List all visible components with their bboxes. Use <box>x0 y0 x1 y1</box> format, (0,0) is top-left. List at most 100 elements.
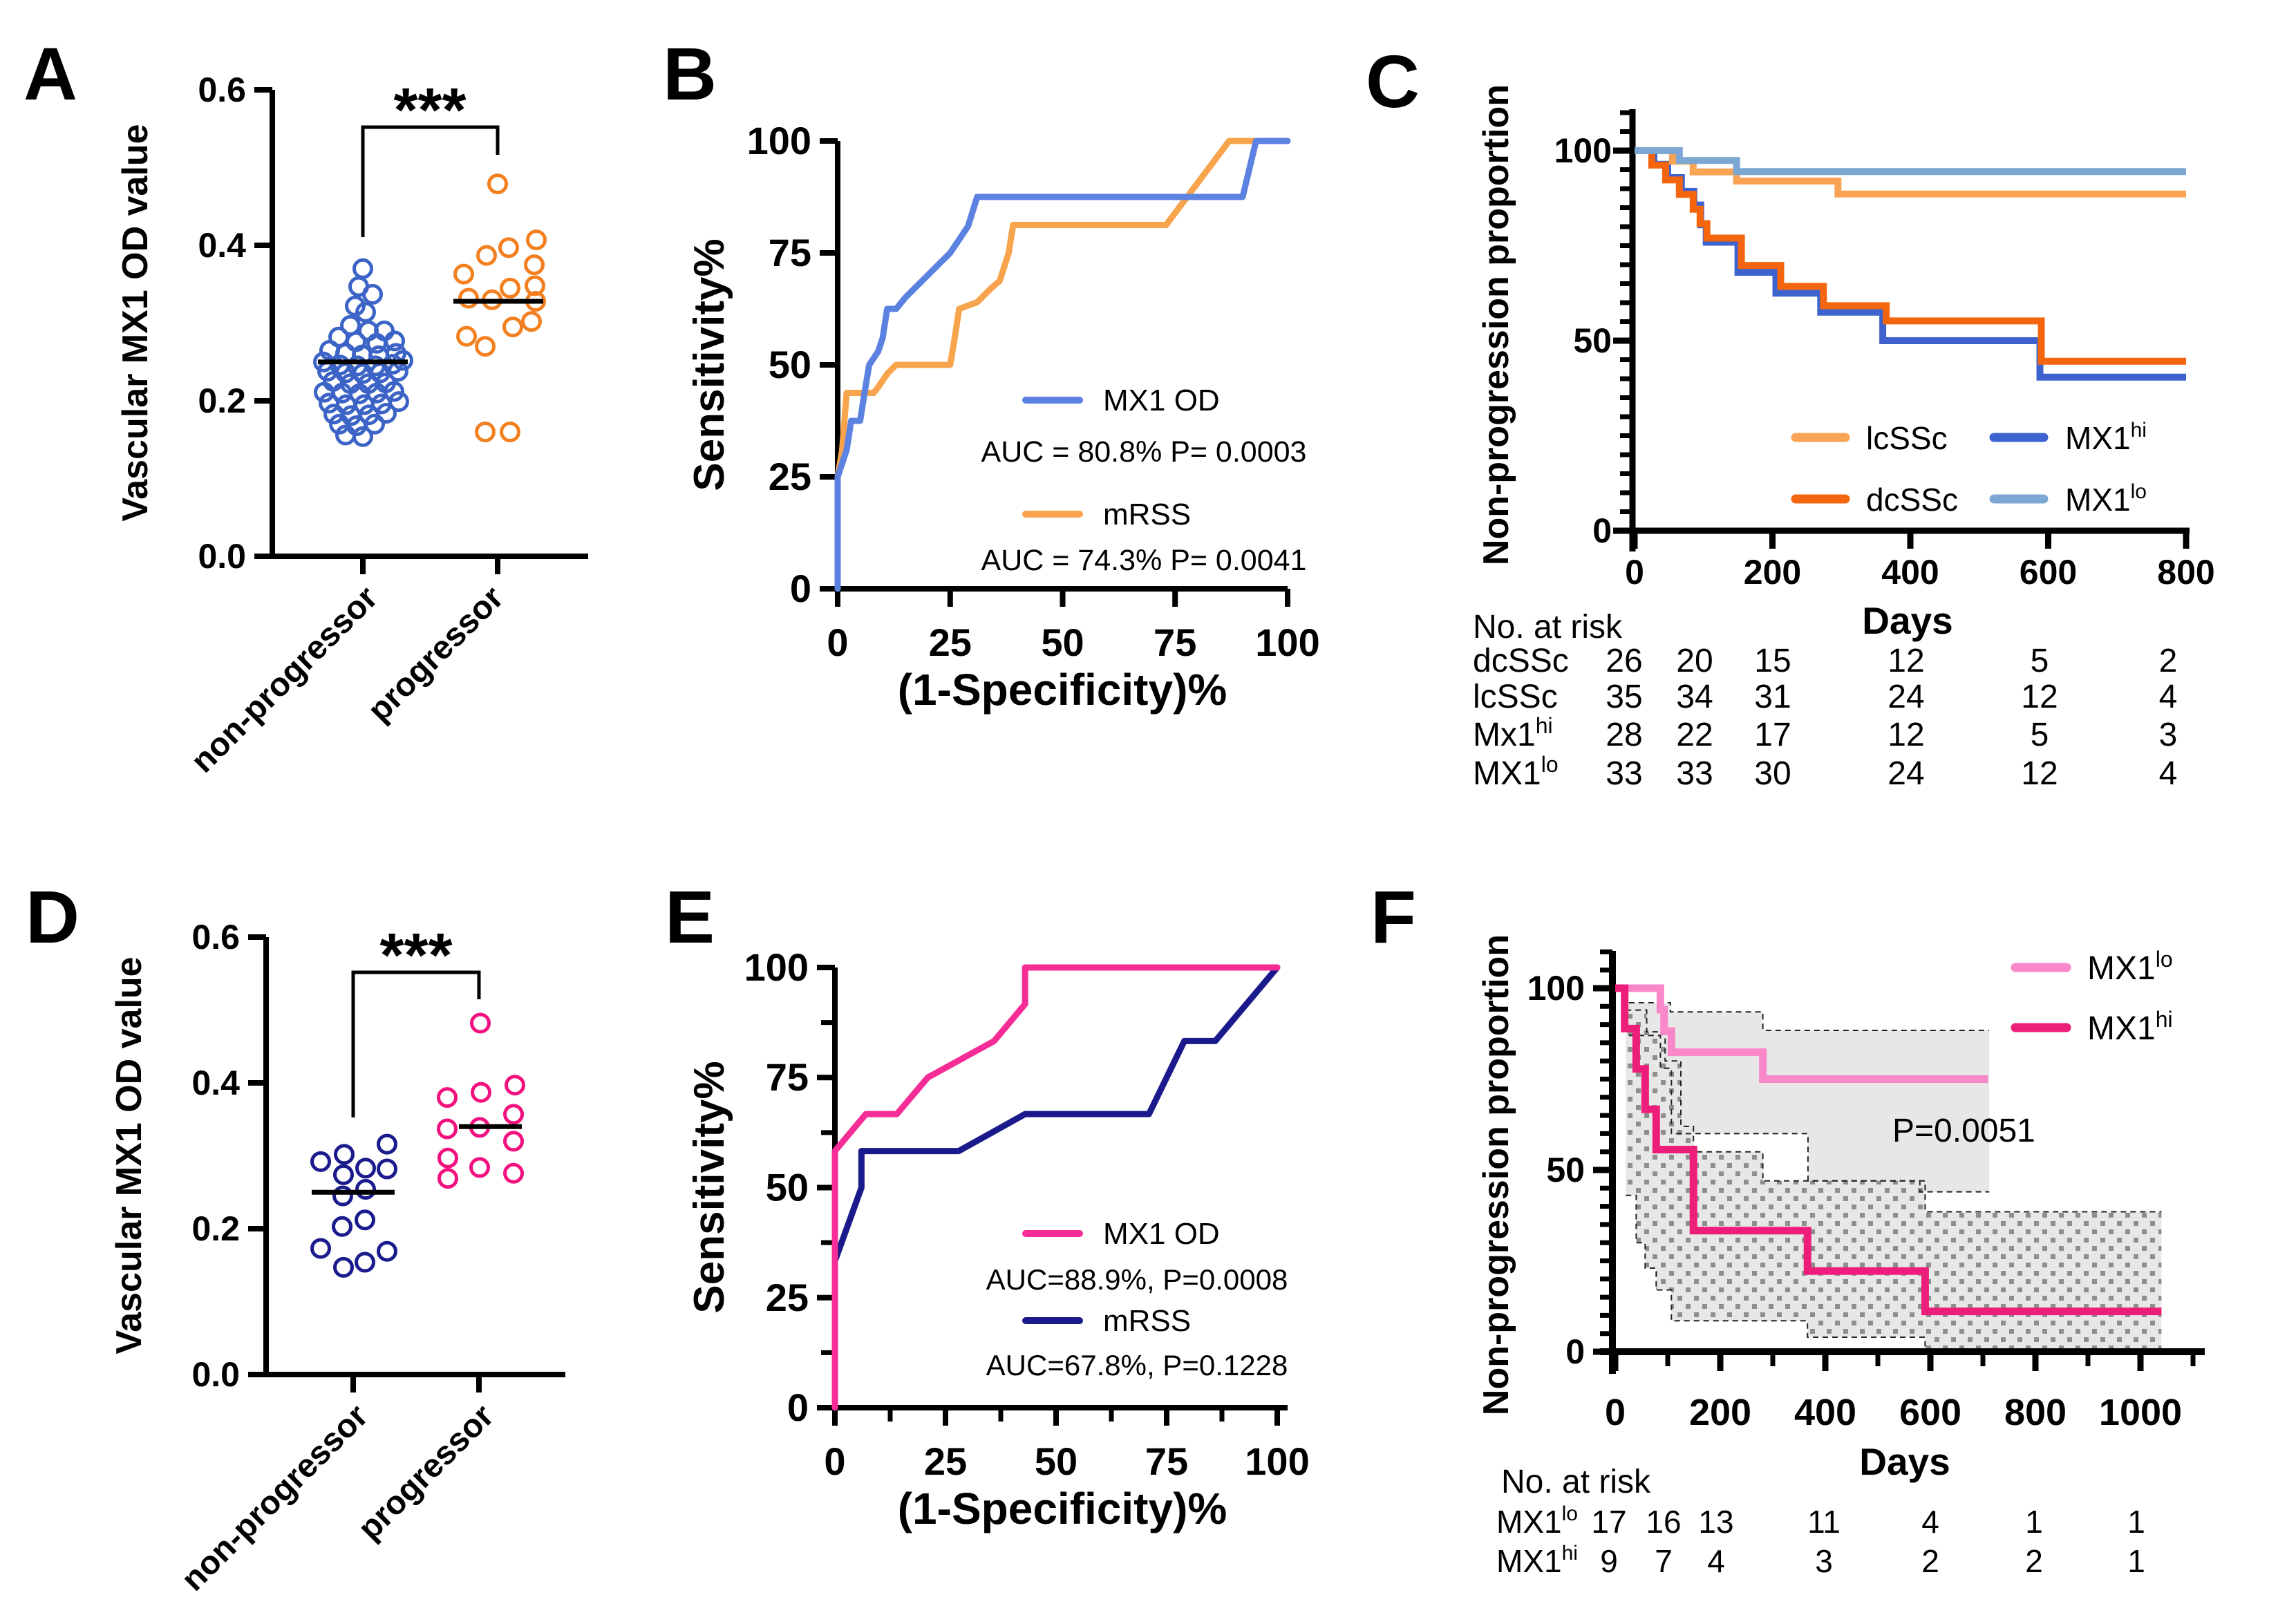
svg-text:800: 800 <box>2157 553 2214 592</box>
svg-text:1: 1 <box>2127 1504 2145 1540</box>
svg-text:4: 4 <box>2159 755 2178 792</box>
svg-text:3: 3 <box>2159 717 2178 753</box>
svg-text:Vascular MX1 OD value: Vascular MX1 OD value <box>109 956 149 1354</box>
svg-text:17: 17 <box>1591 1504 1626 1540</box>
svg-text:4: 4 <box>1707 1543 1725 1579</box>
svg-text:0: 0 <box>787 1386 809 1429</box>
svg-text:200: 200 <box>1689 1392 1751 1433</box>
svg-text:600: 600 <box>1899 1392 1961 1433</box>
svg-text:lcSSc: lcSSc <box>1473 679 1558 715</box>
svg-text:7: 7 <box>1655 1543 1673 1579</box>
svg-text:Sensitivity%: Sensitivity% <box>686 238 733 491</box>
svg-text:50: 50 <box>1573 321 1612 360</box>
svg-text:50: 50 <box>769 343 811 386</box>
svg-text:25: 25 <box>929 621 972 664</box>
svg-text:No. at risk: No. at risk <box>1501 1464 1651 1500</box>
svg-text:30: 30 <box>1754 755 1791 792</box>
svg-text:2: 2 <box>2159 643 2178 679</box>
svg-text:50: 50 <box>1041 621 1084 664</box>
svg-text:0.6: 0.6 <box>191 918 240 956</box>
svg-text:D: D <box>26 875 79 959</box>
svg-text:No. at risk: No. at risk <box>1473 609 1623 645</box>
svg-text:4: 4 <box>1921 1504 1939 1540</box>
svg-text:25: 25 <box>769 455 811 498</box>
svg-text:0.0: 0.0 <box>191 1355 240 1394</box>
svg-text:0: 0 <box>1605 1392 1626 1433</box>
svg-text:100: 100 <box>1527 969 1585 1008</box>
svg-text:16: 16 <box>1646 1504 1681 1540</box>
svg-text:0.0: 0.0 <box>198 537 246 576</box>
svg-text:12: 12 <box>2021 755 2058 792</box>
svg-text:26: 26 <box>1606 643 1642 679</box>
svg-text:34: 34 <box>1676 679 1713 715</box>
svg-text:B: B <box>663 32 717 115</box>
svg-text:5: 5 <box>2031 717 2049 753</box>
svg-text:dcSSc: dcSSc <box>1866 482 1958 518</box>
svg-text:0: 0 <box>1625 553 1644 592</box>
svg-text:AUC = 80.8% P= 0.0003: AUC = 80.8% P= 0.0003 <box>981 435 1307 469</box>
svg-text:***: *** <box>379 921 452 990</box>
svg-text:MX1 OD: MX1 OD <box>1103 384 1220 417</box>
svg-text:75: 75 <box>769 231 811 274</box>
svg-text:A: A <box>23 32 77 115</box>
svg-text:35: 35 <box>1606 679 1642 715</box>
svg-text:100: 100 <box>747 119 811 162</box>
svg-text:12: 12 <box>2021 679 2058 715</box>
svg-text:75: 75 <box>766 1055 809 1099</box>
svg-text:0.4: 0.4 <box>198 226 246 265</box>
svg-text:50: 50 <box>1035 1439 1077 1483</box>
svg-text:0.2: 0.2 <box>191 1209 240 1248</box>
svg-text:0.4: 0.4 <box>191 1064 240 1102</box>
svg-text:mRSS: mRSS <box>1103 1304 1191 1338</box>
svg-text:31: 31 <box>1754 679 1791 715</box>
svg-text:AUC=67.8%, P=0.1228: AUC=67.8%, P=0.1228 <box>986 1349 1288 1381</box>
svg-text:24: 24 <box>1888 679 1924 715</box>
svg-text:17: 17 <box>1754 717 1791 753</box>
svg-text:1: 1 <box>2127 1543 2145 1579</box>
svg-text:Days: Days <box>1862 599 1952 642</box>
svg-text:400: 400 <box>1881 553 1939 592</box>
svg-text:9: 9 <box>1600 1543 1618 1579</box>
svg-text:24: 24 <box>1888 755 1924 792</box>
svg-text:3: 3 <box>1815 1543 1833 1579</box>
svg-text:12: 12 <box>1888 717 1924 753</box>
svg-text:F: F <box>1371 875 1416 959</box>
svg-text:11: 11 <box>1807 1504 1841 1540</box>
svg-text:AUC=88.9%, P=0.0008: AUC=88.9%, P=0.0008 <box>986 1263 1288 1296</box>
svg-text:(1-Specificity)%: (1-Specificity)% <box>898 1484 1227 1533</box>
svg-text:0.6: 0.6 <box>198 70 246 109</box>
svg-text:0: 0 <box>1592 511 1612 550</box>
svg-text:20: 20 <box>1676 643 1713 679</box>
svg-text:Days: Days <box>1859 1440 1950 1483</box>
svg-text:lcSSc: lcSSc <box>1866 420 1948 456</box>
svg-text:600: 600 <box>2020 553 2077 592</box>
svg-text:25: 25 <box>924 1439 967 1483</box>
svg-text:4: 4 <box>2159 679 2178 715</box>
svg-text:25: 25 <box>766 1276 809 1319</box>
svg-text:Sensitivity%: Sensitivity% <box>686 1061 733 1313</box>
svg-text:mRSS: mRSS <box>1103 498 1191 531</box>
svg-text:5: 5 <box>2031 643 2049 679</box>
svg-text:28: 28 <box>1606 717 1642 753</box>
svg-text:0: 0 <box>824 1439 845 1483</box>
svg-text:50: 50 <box>766 1166 809 1209</box>
svg-text:E: E <box>665 875 715 959</box>
svg-text:0.2: 0.2 <box>198 381 246 420</box>
svg-text:13: 13 <box>1698 1504 1733 1540</box>
svg-text:Vascular MX1 OD value: Vascular MX1 OD value <box>115 124 156 521</box>
svg-text:0: 0 <box>1565 1332 1585 1371</box>
svg-text:(1-Specificity)%: (1-Specificity)% <box>898 665 1227 715</box>
svg-text:800: 800 <box>2004 1392 2067 1433</box>
svg-text:15: 15 <box>1754 643 1791 679</box>
svg-text:200: 200 <box>1744 553 1801 592</box>
svg-text:MX1 OD: MX1 OD <box>1103 1217 1220 1251</box>
svg-text:22: 22 <box>1676 717 1713 753</box>
svg-text:0: 0 <box>790 567 811 610</box>
svg-text:1000: 1000 <box>2099 1392 2182 1433</box>
svg-text:Non-progression proportion: Non-progression proportion <box>1476 84 1516 565</box>
svg-text:33: 33 <box>1676 755 1713 792</box>
svg-text:AUC = 74.3% P= 0.0041: AUC = 74.3% P= 0.0041 <box>981 544 1307 577</box>
svg-text:100: 100 <box>1554 131 1612 170</box>
svg-text:100: 100 <box>1255 621 1319 664</box>
svg-text:C: C <box>1366 39 1420 123</box>
